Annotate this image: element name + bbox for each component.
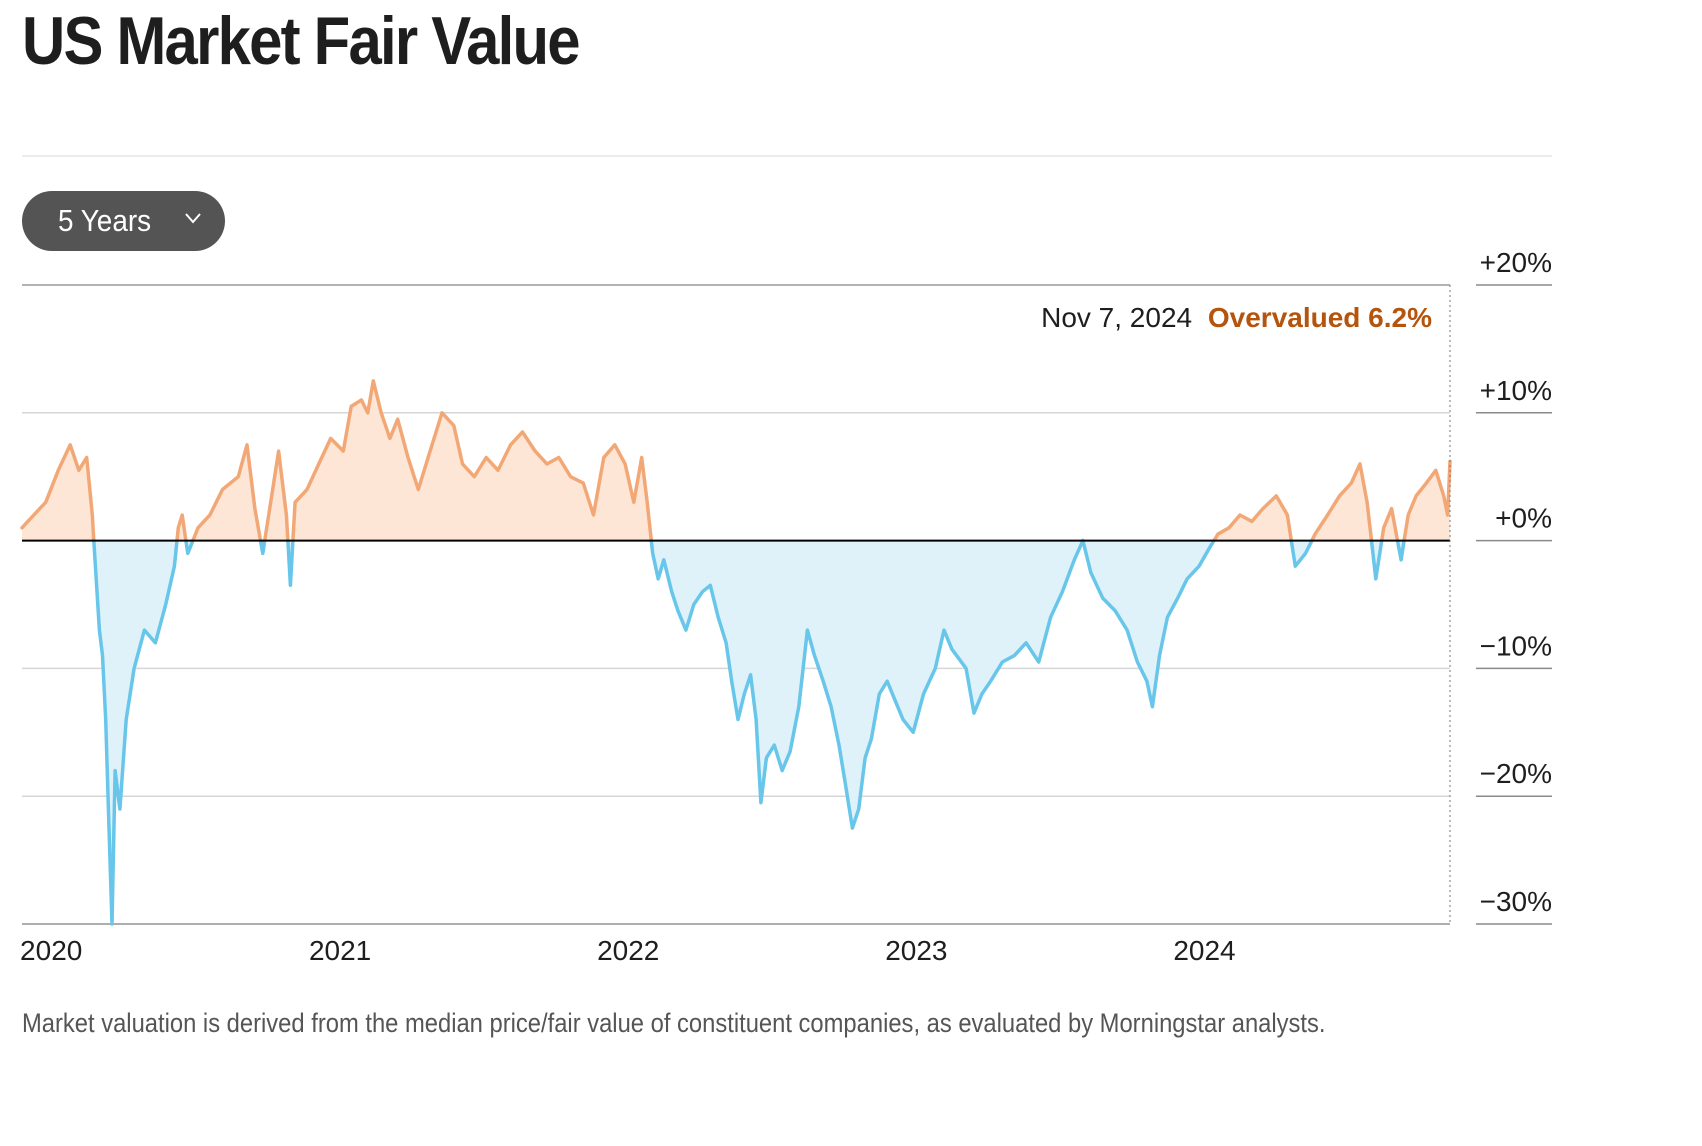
undervalued-line — [1289, 538, 1314, 568]
fair-value-chart: +20% +10% +0% −10% −20% −30% 2020 2021 2022 2023… — [20, 247, 1552, 966]
overvalued-area — [1214, 495, 1292, 541]
undervalued-line — [1081, 538, 1216, 709]
chart-lines — [20, 379, 1452, 926]
undervalued-area — [651, 540, 1083, 829]
x-tick-label: 2024 — [1173, 935, 1235, 966]
y-tick-label: +0% — [1495, 503, 1552, 534]
hover-annotation: Nov 7, 2024 Overvalued 6.2% — [1041, 302, 1432, 333]
overvalued-area — [1381, 508, 1398, 541]
y-tick-label: −30% — [1480, 886, 1552, 917]
overvalued-area — [264, 451, 288, 541]
overvalued-area — [22, 444, 94, 541]
overvalued-line — [191, 443, 263, 543]
annotation-date: Nov 7, 2024 — [1041, 302, 1192, 333]
y-axis-ticks: +20% +10% +0% −10% −20% −30% — [1476, 247, 1552, 925]
overvalued-line — [1310, 462, 1374, 543]
undervalued-line — [286, 538, 295, 588]
overvalued-area — [292, 380, 652, 541]
undervalued-line — [1369, 538, 1384, 581]
header-divider — [22, 155, 1552, 157]
x-tick-label: 2022 — [597, 935, 659, 966]
overvalued-line — [1379, 506, 1400, 543]
x-axis-ticks: 2020 2021 2022 2023 2024 — [20, 935, 1236, 966]
overvalued-line — [291, 379, 654, 543]
undervalued-line — [649, 538, 1085, 830]
overvalued-line — [175, 513, 188, 543]
y-tick-label: −10% — [1480, 630, 1552, 661]
x-tick-label: 2021 — [309, 935, 371, 966]
chart-footnote: Market valuation is derived from the med… — [22, 1008, 1326, 1038]
range-dropdown-button[interactable]: 5 Years — [22, 191, 225, 251]
x-tick-label: 2020 — [20, 935, 82, 966]
undervalued-area — [1082, 540, 1214, 707]
undervalued-line — [1395, 538, 1406, 562]
overvalued-area — [1311, 463, 1372, 541]
undervalued-line — [184, 538, 195, 556]
page-title: US Market Fair Value — [22, 3, 581, 79]
x-tick-label: 2023 — [885, 935, 947, 966]
overvalued-line — [1402, 459, 1452, 543]
range-dropdown-label: 5 Years — [58, 203, 152, 238]
chevron-down-icon — [185, 213, 201, 224]
y-tick-label: +10% — [1480, 375, 1552, 406]
y-tick-label: +20% — [1480, 247, 1552, 278]
annotation-status: Overvalued 6.2% — [1208, 302, 1432, 333]
overvalued-line — [20, 443, 96, 543]
undervalued-line — [92, 538, 179, 926]
overvalued-line — [262, 449, 290, 543]
chart-areas — [22, 380, 1450, 924]
undervalued-line — [258, 538, 267, 556]
overvalued-line — [1212, 494, 1294, 543]
y-tick-label: −20% — [1480, 758, 1552, 789]
